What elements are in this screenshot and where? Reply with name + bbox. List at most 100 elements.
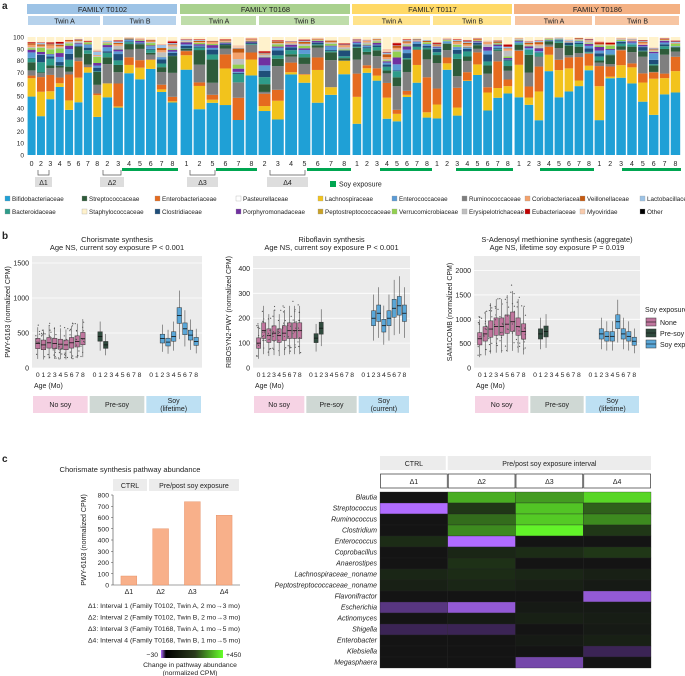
stacked-segment <box>135 79 145 155</box>
stacked-segment <box>638 44 648 47</box>
stacked-segment <box>232 37 245 46</box>
y-tick-label: 200 <box>98 560 110 567</box>
data-point <box>287 336 290 338</box>
stacked-segment <box>564 42 574 45</box>
stacked-segment <box>193 42 206 45</box>
data-point <box>40 332 43 334</box>
age-tick-label: 0 <box>257 372 261 379</box>
data-point <box>82 330 85 332</box>
age-tick-label: 2 <box>267 372 271 379</box>
boxplot-subtitle: Age NS, current soy exposure P < 0.001 <box>50 243 184 252</box>
data-point <box>518 345 521 347</box>
data-point <box>295 321 297 323</box>
stacked-segment <box>362 39 372 41</box>
stacked-segment <box>432 42 442 44</box>
stacked-segment <box>258 91 271 94</box>
stacked-segment <box>36 72 45 74</box>
stacked-segment <box>648 59 659 65</box>
y-tick-label: 20 <box>17 129 25 136</box>
stacked-segment <box>648 51 659 54</box>
age-tick-label: 4 <box>382 372 386 379</box>
data-point <box>289 347 291 349</box>
stacked-segment <box>311 41 324 43</box>
stacked-segment <box>352 37 362 39</box>
legend-label: Eubacteriaceae <box>532 209 576 216</box>
stacked-segment <box>93 63 102 66</box>
legend-label: Peptostreptococcaceae <box>325 209 391 216</box>
stacked-segment <box>616 41 626 44</box>
data-point <box>53 354 55 356</box>
stacked-segment <box>285 44 298 47</box>
stacked-segment <box>83 47 92 51</box>
stacked-segment <box>422 46 432 48</box>
age-tick-label: 0 <box>149 372 153 379</box>
stacked-segment <box>298 74 311 75</box>
stacked-segment <box>372 42 382 45</box>
soy-exposure-bar <box>456 168 513 171</box>
age-tick-label: 0 <box>533 372 537 379</box>
sample-age-label: 2 <box>527 161 531 168</box>
stacked-segment <box>584 70 594 155</box>
stacked-segment <box>325 41 337 43</box>
stacked-segment <box>452 107 462 116</box>
stacked-segment <box>245 41 258 43</box>
stacked-segment <box>232 47 245 49</box>
stacked-segment <box>135 43 145 45</box>
stacked-segment <box>422 40 432 41</box>
stacked-segment <box>352 39 362 41</box>
interval-note: Δ1: Interval 1 (Family T0102, Twin A, 2 … <box>88 603 240 610</box>
sample-age-label: 2 <box>39 161 43 168</box>
stacked-segment <box>74 61 83 78</box>
stacked-segment <box>36 116 45 155</box>
stacked-segment <box>298 48 311 50</box>
heatmap-cell <box>583 656 652 669</box>
facet-label-box <box>530 396 584 413</box>
age-tick-label: 0 <box>478 372 482 379</box>
stacked-segment <box>574 42 584 45</box>
stacked-segment <box>584 39 594 41</box>
stacked-segment <box>648 65 659 72</box>
stacked-segment <box>473 41 482 43</box>
sample-age-label: 1 <box>597 161 601 168</box>
interval-box <box>267 177 308 187</box>
stacked-segment <box>594 66 605 87</box>
stacked-segment <box>258 65 271 71</box>
boxplot-title: Chorismate synthesis <box>81 235 153 244</box>
data-point <box>61 347 63 349</box>
stacked-segment <box>271 66 284 90</box>
stacked-segment <box>605 55 615 65</box>
stacked-segment <box>65 53 74 60</box>
stacked-segment <box>452 87 462 108</box>
stacked-segment <box>36 62 45 73</box>
interval-label: Δ1 <box>39 180 48 187</box>
age-tick-label: 3 <box>272 372 276 379</box>
stacked-segment <box>135 67 145 80</box>
stacked-segment <box>605 37 615 43</box>
heatmap-row-label: Coprobacillus <box>335 550 378 557</box>
data-point <box>83 338 85 340</box>
stacked-segment <box>493 43 503 45</box>
stacked-segment <box>514 50 524 65</box>
stacked-segment <box>442 69 452 155</box>
stacked-segment <box>574 41 584 43</box>
data-point <box>49 356 51 358</box>
stacked-segment <box>584 45 594 49</box>
age-tick-label: 7 <box>132 372 136 379</box>
stacked-segment <box>432 88 442 105</box>
twin-name: Twin B <box>627 19 648 26</box>
data-point <box>262 335 264 338</box>
data-point <box>294 344 296 346</box>
stacked-segment <box>156 84 167 90</box>
stacked-segment <box>524 86 534 98</box>
data-point <box>513 330 515 332</box>
stacked-segment <box>352 47 362 60</box>
twin-name: Twin B <box>294 19 315 26</box>
stacked-segment <box>432 48 442 53</box>
legend-swatch <box>461 195 468 202</box>
data-point <box>58 346 60 348</box>
age-tick-label: 1 <box>539 372 543 379</box>
stacked-segment <box>412 43 422 47</box>
stacked-segment <box>382 62 392 65</box>
stacked-segment <box>659 78 670 95</box>
age-tick-label: 3 <box>53 372 57 379</box>
